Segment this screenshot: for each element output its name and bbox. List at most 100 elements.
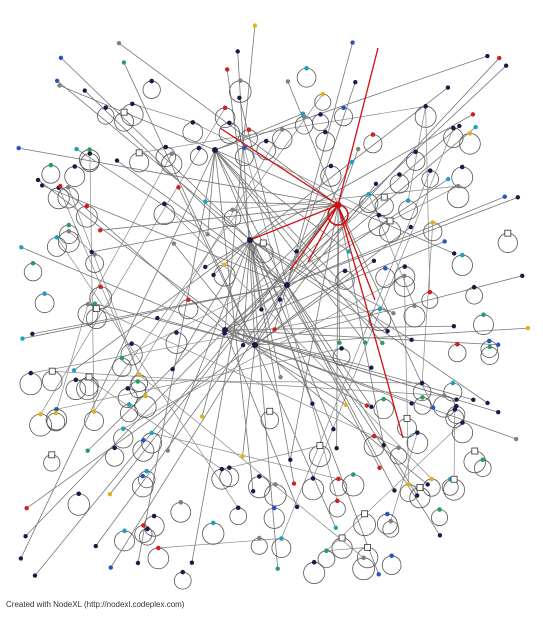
edge — [207, 149, 216, 235]
edge — [242, 344, 256, 457]
edge — [214, 149, 455, 254]
edge — [41, 185, 288, 286]
node — [343, 402, 349, 408]
node — [141, 437, 146, 443]
node — [82, 88, 87, 93]
edge — [254, 344, 337, 528]
node — [140, 473, 146, 479]
node — [125, 386, 131, 391]
node — [380, 193, 388, 201]
node — [24, 505, 29, 511]
node — [362, 340, 368, 345]
edge — [95, 284, 288, 547]
node — [496, 342, 501, 347]
edge — [121, 185, 459, 359]
edge — [205, 239, 251, 268]
node — [149, 78, 154, 84]
node — [335, 498, 340, 504]
node — [16, 145, 21, 151]
node — [389, 553, 394, 559]
node — [116, 40, 122, 46]
node — [337, 340, 342, 345]
node — [74, 146, 79, 152]
node — [341, 105, 346, 111]
node — [414, 493, 420, 498]
node — [58, 183, 63, 189]
edge — [224, 329, 457, 400]
node — [87, 151, 93, 156]
node — [430, 405, 436, 410]
node — [409, 401, 414, 406]
node — [48, 367, 56, 375]
node — [256, 474, 262, 479]
node — [396, 445, 401, 451]
node — [408, 224, 413, 230]
edge — [249, 114, 474, 241]
edge — [224, 25, 256, 331]
node — [119, 355, 125, 361]
node — [224, 67, 230, 72]
node — [205, 232, 210, 237]
node — [252, 23, 258, 28]
edge — [368, 193, 415, 306]
edge — [109, 204, 339, 495]
node — [342, 268, 348, 274]
node — [219, 466, 225, 472]
node — [235, 49, 240, 54]
edge — [214, 149, 254, 492]
node — [242, 145, 247, 151]
node — [429, 476, 434, 482]
node — [42, 291, 47, 297]
node — [84, 203, 90, 209]
edge — [67, 187, 140, 375]
node — [339, 346, 344, 351]
edge — [286, 196, 505, 286]
node — [57, 83, 62, 88]
node — [504, 229, 512, 237]
node — [32, 573, 38, 578]
edge — [30, 308, 380, 374]
edge — [421, 222, 434, 384]
edge — [337, 148, 359, 206]
node — [520, 273, 525, 278]
node — [403, 414, 411, 422]
edge — [287, 81, 339, 206]
node — [383, 265, 388, 271]
node — [156, 545, 161, 551]
node — [203, 199, 208, 204]
node — [385, 511, 390, 517]
edge — [214, 149, 383, 344]
node — [452, 407, 458, 412]
node — [380, 340, 385, 346]
edge — [214, 55, 488, 151]
node — [369, 365, 374, 370]
node — [485, 400, 490, 406]
node — [486, 338, 492, 344]
node — [71, 368, 77, 373]
node — [92, 252, 97, 257]
edge — [326, 547, 368, 552]
node — [240, 454, 245, 459]
edge — [286, 57, 500, 286]
node — [442, 239, 447, 244]
node — [350, 472, 356, 477]
edge — [254, 344, 428, 485]
node — [30, 331, 35, 337]
edge — [158, 538, 282, 549]
edge — [56, 348, 342, 410]
node — [300, 111, 306, 116]
edge — [56, 237, 239, 508]
edge — [59, 85, 216, 151]
node — [437, 533, 443, 538]
node — [318, 112, 323, 117]
node — [496, 409, 501, 415]
node — [441, 393, 447, 398]
node — [427, 168, 433, 173]
node — [250, 488, 256, 494]
edge — [249, 239, 279, 569]
node — [450, 380, 456, 386]
node — [108, 565, 113, 570]
node — [271, 505, 277, 511]
edge — [132, 103, 193, 123]
